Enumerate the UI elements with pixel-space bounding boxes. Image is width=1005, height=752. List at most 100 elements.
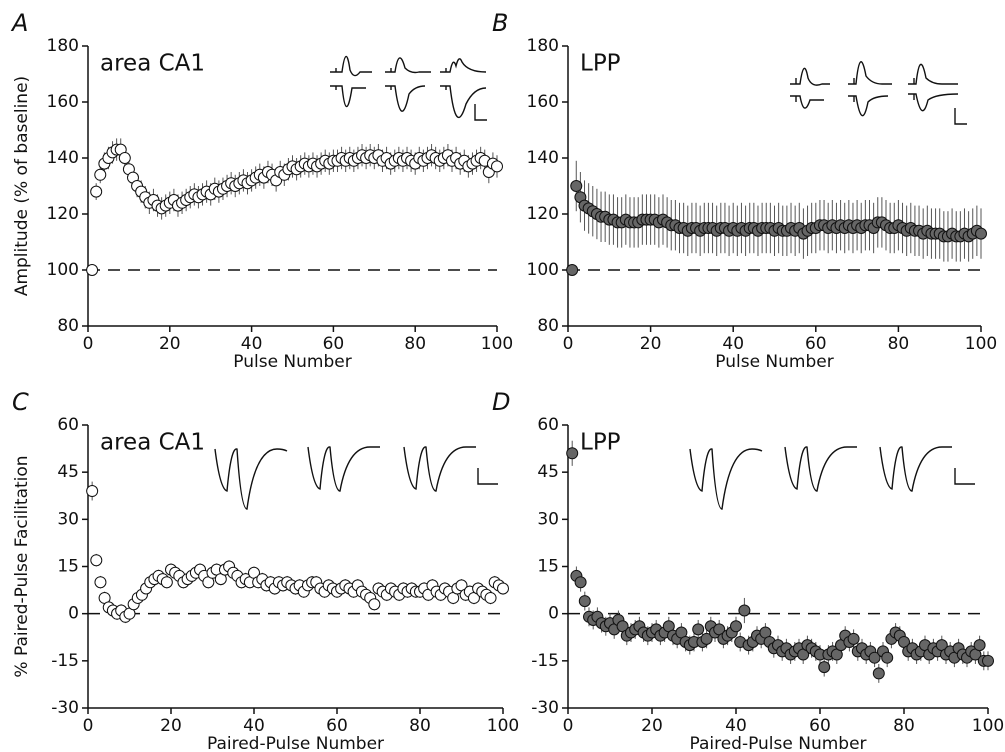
x-tick-label: 40: [725, 716, 747, 736]
y-tick-label: -15: [531, 651, 559, 671]
y-tick-label: 180: [47, 36, 79, 56]
panel-label: B: [492, 9, 508, 37]
data-point: [975, 227, 987, 240]
scale-bar: [954, 108, 967, 125]
x-tick-label: 100: [972, 716, 1004, 736]
x-tick-label: 60: [326, 716, 348, 736]
data-point: [90, 185, 103, 198]
x-tick-label: 60: [323, 334, 345, 354]
x-axis-title: Paired-Pulse Number: [689, 734, 866, 752]
x-tick-label: 80: [409, 716, 431, 736]
y-tick-label: 160: [527, 92, 559, 112]
x-tick-label: 60: [809, 716, 831, 736]
data-point: [368, 598, 381, 611]
data-point: [90, 554, 103, 567]
y-tick-label: -30: [51, 698, 79, 718]
x-tick-label: 20: [640, 334, 662, 354]
y-tick-label: 0: [68, 604, 79, 624]
x-tick-label: 20: [160, 716, 182, 736]
data-point: [94, 576, 107, 589]
data-point: [692, 623, 705, 636]
y-tick-label: 15: [57, 557, 79, 577]
data-point: [570, 180, 583, 192]
x-tick-label: 0: [83, 716, 94, 736]
inset-trace: [848, 61, 892, 117]
data-point: [700, 632, 713, 645]
scale-bar: [477, 468, 498, 485]
x-axis-title: Paired-Pulse Number: [207, 734, 384, 752]
panel: B LPP 0 20 40 60 80 100 80 100 120 140 160 180 Pulse N…: [492, 9, 997, 372]
x-tick-label: 80: [888, 334, 910, 354]
data-point: [566, 264, 579, 276]
inset-trace: [908, 63, 959, 112]
y-tick-label: 15: [537, 557, 559, 577]
y-tick-label: 100: [527, 260, 559, 280]
y-tick-label: 45: [57, 462, 79, 482]
inset-trace: [790, 67, 830, 109]
data-point: [881, 651, 894, 664]
x-tick-label: 100: [481, 334, 513, 354]
y-tick-label: 30: [57, 509, 79, 529]
y-tick-label: 120: [47, 204, 79, 224]
data-point: [86, 264, 99, 276]
x-tick-label: 80: [893, 716, 915, 736]
y-tick-label: 0: [548, 604, 559, 624]
x-tick-label: 100: [487, 716, 519, 736]
inset-trace: [879, 446, 952, 492]
inset-trace: [385, 57, 431, 112]
y-tick-label: 30: [537, 509, 559, 529]
data-point: [738, 604, 751, 617]
scale-bar: [954, 468, 975, 485]
y-tick-label: 120: [527, 204, 559, 224]
panel-title: area CA1: [100, 51, 205, 77]
data-point: [118, 152, 131, 164]
data-point: [578, 595, 591, 608]
x-tick-label: 40: [722, 334, 744, 354]
panel-label: C: [12, 388, 29, 416]
inset-trace: [330, 55, 372, 108]
data-point: [574, 576, 587, 589]
inset-trace: [689, 448, 763, 510]
data-point: [973, 639, 986, 652]
x-tick-label: 0: [563, 334, 574, 354]
data-point: [566, 447, 579, 460]
inset-trace: [784, 446, 857, 492]
panel-title: LPP: [580, 51, 621, 77]
inset-trace: [440, 58, 487, 118]
data-point: [86, 485, 99, 498]
x-axis-title: Pulse Number: [715, 352, 833, 372]
x-tick-label: 40: [243, 716, 265, 736]
data-point: [818, 661, 831, 674]
y-tick-label: -30: [531, 698, 559, 718]
y-tick-label: -15: [51, 651, 79, 671]
panel-title: area CA1: [100, 430, 205, 456]
y-tick-label: 60: [57, 415, 79, 435]
data-point: [872, 667, 885, 680]
x-tick-label: 0: [83, 334, 94, 354]
y-tick-label: 160: [47, 92, 79, 112]
y-tick-label: 45: [537, 462, 559, 482]
x-tick-label: 80: [404, 334, 426, 354]
data-point: [497, 582, 509, 595]
inset-trace: [214, 448, 288, 510]
x-tick-label: 20: [641, 716, 663, 736]
x-axis-title: Pulse Number: [233, 352, 351, 372]
x-tick-label: 60: [805, 334, 827, 354]
y-tick-label: 100: [47, 260, 79, 280]
inset-traces: [214, 55, 975, 510]
y-tick-label: 140: [47, 148, 79, 168]
x-tick-label: 20: [159, 334, 181, 354]
data-point: [847, 632, 860, 645]
panel-title: LPP: [580, 430, 621, 456]
y-tick-label: 60: [537, 415, 559, 435]
data-point: [730, 620, 742, 633]
y-axis-title: % Paired-Pulse Facilitation: [12, 455, 32, 677]
data-point: [982, 654, 994, 667]
panel-label: A: [10, 9, 28, 37]
inset-trace: [307, 446, 380, 492]
scale-bar: [474, 104, 487, 121]
y-tick-label: 80: [537, 316, 559, 336]
